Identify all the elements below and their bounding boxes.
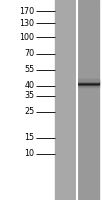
Bar <box>77 80 99 81</box>
Bar <box>77 86 99 87</box>
Bar <box>77 79 99 80</box>
Text: 130: 130 <box>19 19 34 27</box>
Bar <box>77 84 99 85</box>
Bar <box>77 0 99 200</box>
Text: 100: 100 <box>19 32 34 42</box>
Bar <box>77 85 99 86</box>
Text: 10: 10 <box>24 149 34 158</box>
Text: 70: 70 <box>24 49 34 58</box>
Text: 55: 55 <box>24 65 34 74</box>
Text: 170: 170 <box>19 6 34 16</box>
Bar <box>77 82 99 83</box>
Bar <box>77 83 99 84</box>
Bar <box>77 81 99 82</box>
Text: 25: 25 <box>24 107 34 116</box>
Text: 35: 35 <box>24 91 34 100</box>
Bar <box>55 0 78 200</box>
Text: 15: 15 <box>24 133 34 142</box>
Text: 40: 40 <box>24 81 34 90</box>
